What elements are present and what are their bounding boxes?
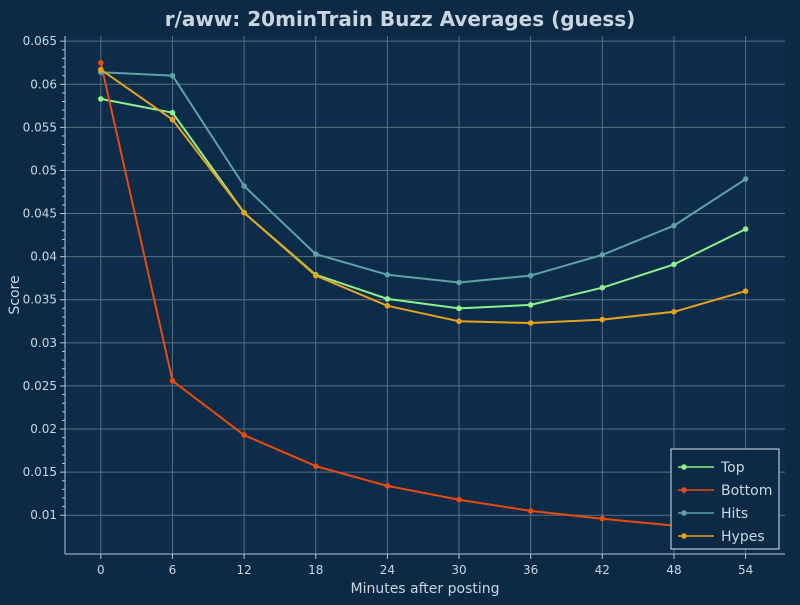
legend-swatch-marker — [681, 533, 687, 539]
x-tick-label: 36 — [523, 563, 538, 577]
legend-swatch-marker — [681, 510, 687, 516]
data-point-hypes — [456, 318, 462, 325]
data-point-bottom — [241, 432, 247, 438]
data-point-hits — [456, 279, 462, 286]
y-tick-label: 0.05 — [30, 163, 57, 177]
legend-label-hits: Hits — [721, 506, 748, 522]
y-tick-label: 0.055 — [23, 120, 57, 134]
x-axis: 0 6 12 18 24 30 36 42 48 54 — [65, 553, 785, 577]
data-point-top — [384, 296, 391, 302]
data-point-hypes — [169, 116, 176, 123]
y-tick-label: 0.02 — [30, 422, 57, 436]
y-axis: 0.01 0.015 0.02 0.025 0.03 0.035 0.04 0.045 0.05… — [23, 34, 66, 554]
x-tick-label: 18 — [308, 563, 323, 577]
plot-area — [65, 36, 785, 554]
data-point-hits — [384, 271, 391, 278]
legend-box — [670, 448, 780, 550]
data-point-top — [527, 302, 534, 308]
series-line-hypes — [100, 68, 746, 324]
data-point-top — [169, 109, 176, 116]
x-tick-label: 54 — [738, 563, 753, 577]
data-point-bottom — [312, 463, 319, 469]
data-point-hits — [671, 222, 677, 229]
legend-label-bottom: Bottom — [721, 483, 772, 499]
legend-swatch-marker — [681, 487, 687, 493]
data-point-top — [671, 261, 677, 268]
y-tick-label: 0.03 — [30, 336, 57, 350]
x-tick-label: 48 — [666, 563, 681, 577]
legend-label-top: Top — [720, 460, 745, 476]
y-tick-label: 0.01 — [30, 508, 57, 522]
data-point-hypes — [599, 316, 606, 323]
data-point-hypes — [98, 66, 104, 73]
x-tick-label: 30 — [451, 563, 466, 577]
y-tick-label: 0.035 — [23, 293, 57, 307]
data-point-top — [599, 284, 606, 291]
series-line-hits — [100, 71, 747, 284]
data-point-hits — [742, 176, 749, 182]
data-point-hits — [599, 252, 606, 258]
data-point-hypes — [742, 288, 749, 294]
y-axis-label: Score — [7, 275, 23, 314]
legend-swatch-marker — [681, 464, 687, 470]
data-point-bottom — [169, 377, 176, 384]
y-tick-label: 0.025 — [23, 379, 57, 393]
x-tick-label: 42 — [595, 563, 610, 577]
x-tick-label: 12 — [236, 563, 251, 577]
series-line-top — [100, 97, 747, 310]
y-tick-label: 0.045 — [23, 207, 57, 221]
data-point-bottom — [384, 483, 391, 489]
y-tick-label: 0.065 — [23, 34, 57, 48]
y-tick-label: 0.015 — [23, 465, 57, 479]
legend: Top Bottom Hits Hypes — [670, 448, 780, 550]
data-point-bottom — [599, 515, 606, 522]
data-point-hits — [241, 183, 247, 189]
data-point-top — [742, 226, 749, 232]
series-group — [98, 59, 749, 536]
series-line-bottom — [99, 62, 746, 534]
data-point-hits — [169, 72, 176, 79]
y-tick-label: 0.06 — [30, 77, 57, 91]
data-point-bottom — [456, 496, 462, 503]
data-point-hypes — [241, 209, 247, 216]
x-tick-label: 6 — [169, 563, 177, 577]
data-point-top — [98, 96, 104, 102]
chart-title: r/aww: 20minTrain Buzz Averages (guess) — [165, 7, 636, 31]
data-point-hypes — [312, 272, 319, 279]
legend-label-hypes: Hypes — [721, 529, 765, 545]
x-axis-label: Minutes after posting — [350, 581, 499, 597]
data-point-hypes — [671, 309, 677, 315]
x-tick-label: 0 — [97, 563, 105, 577]
data-point-hypes — [384, 302, 391, 309]
data-point-bottom — [98, 59, 104, 66]
data-point-hypes — [527, 320, 534, 326]
data-point-hits — [527, 272, 534, 279]
data-point-top — [456, 305, 462, 312]
y-tick-label: 0.04 — [30, 250, 57, 264]
data-point-bottom — [527, 508, 534, 514]
data-point-hits — [312, 251, 319, 257]
x-tick-label: 24 — [380, 563, 395, 577]
